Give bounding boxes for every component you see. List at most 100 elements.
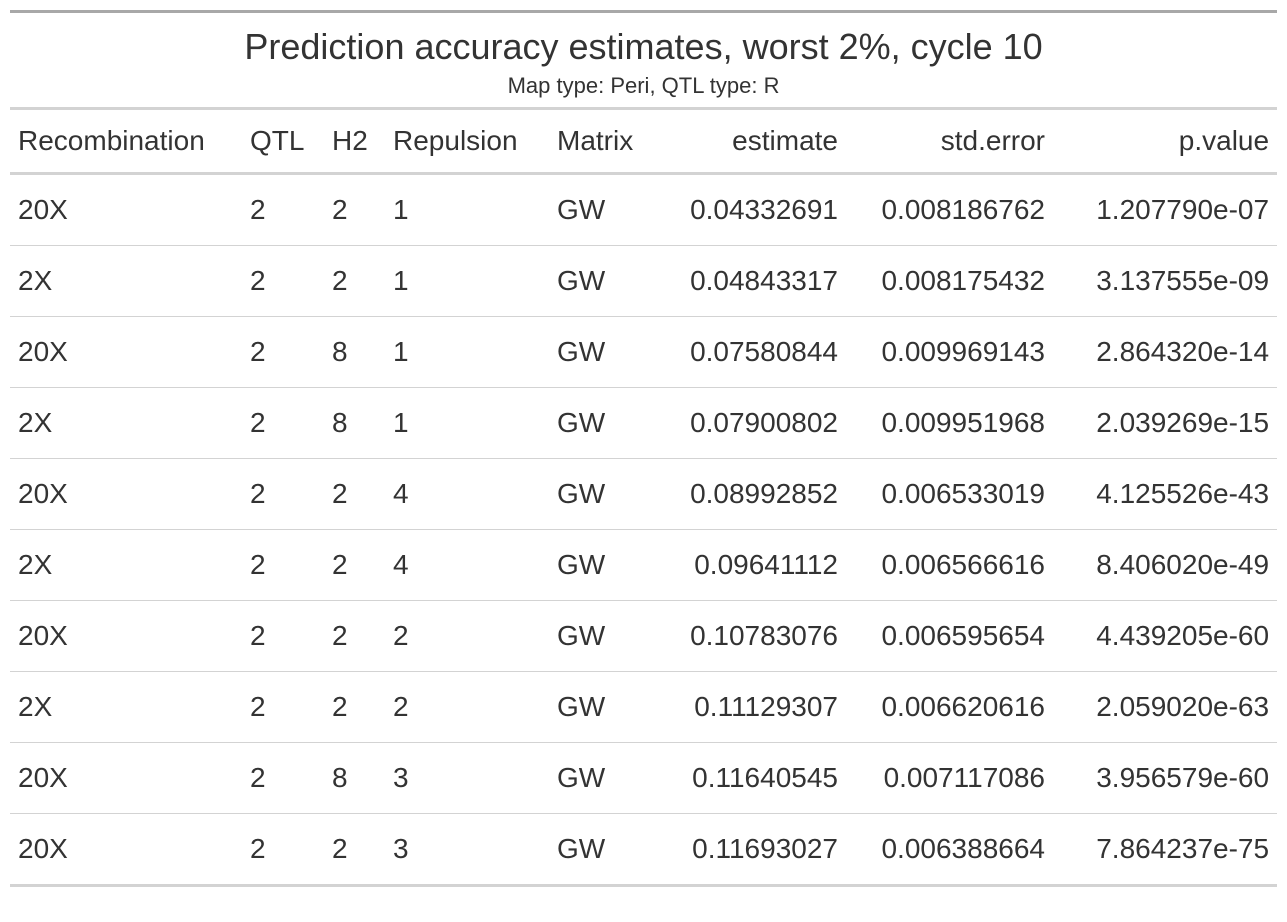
cell-recombination: 20X	[10, 458, 242, 530]
table-row: 20X 2 2 1 GW 0.04332691 0.008186762 1.207790e-0…	[10, 173, 1278, 246]
column-header-h2: H2	[324, 108, 385, 175]
table-subtitle: Map type: Peri, QTL type: R	[10, 67, 1278, 110]
cell-repulsion: 1	[385, 387, 549, 459]
cell-estimate: 0.10783076	[656, 600, 846, 672]
cell-qtl: 2	[242, 600, 324, 672]
cell-estimate: 0.07900802	[656, 387, 846, 459]
cell-std-error: 0.006388664	[846, 813, 1053, 887]
table-row: 20X 2 8 3 GW 0.11640545 0.007117086 3.956579e-6…	[10, 742, 1278, 814]
cell-repulsion: 3	[385, 742, 549, 814]
cell-recombination: 2X	[10, 671, 242, 743]
cell-estimate: 0.09641112	[656, 529, 846, 601]
cell-estimate: 0.04843317	[656, 245, 846, 317]
cell-recombination: 2X	[10, 387, 242, 459]
cell-recombination: 2X	[10, 529, 242, 601]
table-row: 2X 2 2 2 GW 0.11129307 0.006620616 2.059020e-63	[10, 671, 1278, 743]
cell-p-value: 2.864320e-14	[1053, 316, 1278, 388]
cell-h2: 2	[324, 245, 385, 317]
cell-matrix: GW	[549, 671, 656, 743]
cell-matrix: GW	[549, 173, 656, 246]
cell-h2: 2	[324, 529, 385, 601]
column-header-recombination: Recombination	[10, 108, 242, 175]
cell-h2: 8	[324, 742, 385, 814]
cell-p-value: 8.406020e-49	[1053, 529, 1278, 601]
cell-p-value: 2.039269e-15	[1053, 387, 1278, 459]
cell-qtl: 2	[242, 529, 324, 601]
cell-estimate: 0.11693027	[656, 813, 846, 887]
cell-qtl: 2	[242, 245, 324, 317]
cell-qtl: 2	[242, 813, 324, 887]
cell-p-value: 3.956579e-60	[1053, 742, 1278, 814]
cell-repulsion: 4	[385, 529, 549, 601]
cell-h2: 2	[324, 173, 385, 246]
column-header-qtl: QTL	[242, 108, 324, 175]
cell-repulsion: 1	[385, 316, 549, 388]
cell-recombination: 20X	[10, 316, 242, 388]
cell-matrix: GW	[549, 600, 656, 672]
cell-h2: 2	[324, 600, 385, 672]
table-row: 20X 2 2 3 GW 0.11693027 0.006388664 7.864237e-7…	[10, 813, 1278, 887]
table-row: 20X 2 2 4 GW 0.08992852 0.006533019 4.125526e-4…	[10, 458, 1278, 530]
cell-matrix: GW	[549, 387, 656, 459]
cell-p-value: 3.137555e-09	[1053, 245, 1278, 317]
cell-matrix: GW	[549, 529, 656, 601]
cell-matrix: GW	[549, 813, 656, 887]
table-title: Prediction accuracy estimates, worst 2%,…	[10, 10, 1278, 67]
cell-std-error: 0.008186762	[846, 173, 1053, 246]
cell-qtl: 2	[242, 173, 324, 246]
cell-qtl: 2	[242, 742, 324, 814]
table-row: 2X 2 2 4 GW 0.09641112 0.006566616 8.406020e-49	[10, 529, 1278, 601]
cell-matrix: GW	[549, 316, 656, 388]
cell-std-error: 0.006620616	[846, 671, 1053, 743]
cell-recombination: 20X	[10, 742, 242, 814]
cell-h2: 8	[324, 387, 385, 459]
column-header-p-value: p.value	[1053, 108, 1278, 175]
cell-matrix: GW	[549, 458, 656, 530]
cell-p-value: 7.864237e-75	[1053, 813, 1278, 887]
cell-estimate: 0.11129307	[656, 671, 846, 743]
cell-repulsion: 4	[385, 458, 549, 530]
cell-std-error: 0.009951968	[846, 387, 1053, 459]
cell-repulsion: 1	[385, 173, 549, 246]
cell-recombination: 20X	[10, 813, 242, 887]
cell-estimate: 0.07580844	[656, 316, 846, 388]
cell-h2: 2	[324, 671, 385, 743]
cell-qtl: 2	[242, 316, 324, 388]
table-row: 20X 2 8 1 GW 0.07580844 0.009969143 2.864320e-1…	[10, 316, 1278, 388]
cell-estimate: 0.11640545	[656, 742, 846, 814]
cell-p-value: 1.207790e-07	[1053, 173, 1278, 246]
cell-qtl: 2	[242, 671, 324, 743]
cell-estimate: 0.04332691	[656, 173, 846, 246]
cell-repulsion: 2	[385, 600, 549, 672]
cell-recombination: 20X	[10, 600, 242, 672]
cell-std-error: 0.006595654	[846, 600, 1053, 672]
cell-std-error: 0.006533019	[846, 458, 1053, 530]
cell-std-error: 0.007117086	[846, 742, 1053, 814]
cell-repulsion: 2	[385, 671, 549, 743]
results-table: Prediction accuracy estimates, worst 2%,…	[10, 10, 1278, 887]
cell-p-value: 4.439205e-60	[1053, 600, 1278, 672]
table-row: 2X 2 2 1 GW 0.04843317 0.008175432 3.137555e-09	[10, 245, 1278, 317]
cell-repulsion: 1	[385, 245, 549, 317]
column-header-estimate: estimate	[656, 108, 846, 175]
cell-estimate: 0.08992852	[656, 458, 846, 530]
table-row: 20X 2 2 2 GW 0.10783076 0.006595654 4.439205e-6…	[10, 600, 1278, 672]
cell-recombination: 2X	[10, 245, 242, 317]
column-header-std-error: std.error	[846, 108, 1053, 175]
cell-repulsion: 3	[385, 813, 549, 887]
cell-qtl: 2	[242, 458, 324, 530]
table-row: 2X 2 8 1 GW 0.07900802 0.009951968 2.039269e-15	[10, 387, 1278, 459]
cell-h2: 8	[324, 316, 385, 388]
cell-std-error: 0.009969143	[846, 316, 1053, 388]
cell-matrix: GW	[549, 742, 656, 814]
column-header-row: Recombination QTL H2 Repulsion Matrix es…	[10, 108, 1278, 175]
results-table-container: Prediction accuracy estimates, worst 2%,…	[10, 10, 1278, 887]
column-header-matrix: Matrix	[549, 108, 656, 175]
cell-std-error: 0.006566616	[846, 529, 1053, 601]
cell-std-error: 0.008175432	[846, 245, 1053, 317]
cell-h2: 2	[324, 813, 385, 887]
table-body: 20X 2 2 1 GW 0.04332691 0.008186762 1.207790e-0…	[10, 173, 1278, 887]
cell-h2: 2	[324, 458, 385, 530]
cell-matrix: GW	[549, 245, 656, 317]
cell-qtl: 2	[242, 387, 324, 459]
